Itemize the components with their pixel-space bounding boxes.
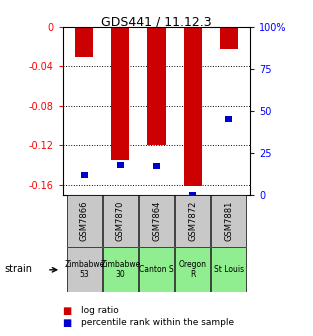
Bar xyxy=(67,195,102,247)
Bar xyxy=(153,163,160,169)
Text: GSM7870: GSM7870 xyxy=(116,201,125,241)
Text: GSM7881: GSM7881 xyxy=(224,201,233,241)
Bar xyxy=(139,195,174,247)
Text: GDS441 / 11.12.3: GDS441 / 11.12.3 xyxy=(101,15,212,28)
Bar xyxy=(103,247,138,292)
Text: Zimbabwe
30: Zimbabwe 30 xyxy=(100,260,141,279)
Text: GSM7872: GSM7872 xyxy=(188,201,197,241)
Text: log ratio: log ratio xyxy=(81,306,119,315)
Text: Canton S: Canton S xyxy=(139,265,174,274)
Bar xyxy=(211,195,246,247)
Text: Oregon
R: Oregon R xyxy=(179,260,207,279)
Bar xyxy=(184,27,202,186)
Text: Zimbabwe
53: Zimbabwe 53 xyxy=(64,260,105,279)
Bar xyxy=(211,247,246,292)
Text: St Louis: St Louis xyxy=(214,265,244,274)
Bar xyxy=(81,172,88,178)
Bar xyxy=(111,27,129,160)
Bar xyxy=(67,247,102,292)
Text: ■: ■ xyxy=(63,306,72,316)
Bar xyxy=(225,116,232,122)
Bar xyxy=(147,27,166,145)
Text: strain: strain xyxy=(5,264,33,274)
Bar xyxy=(175,247,210,292)
Bar xyxy=(189,192,196,198)
Bar xyxy=(75,27,93,56)
Bar xyxy=(117,162,124,168)
Bar xyxy=(103,195,138,247)
Text: GSM7866: GSM7866 xyxy=(80,201,89,241)
Bar xyxy=(175,195,210,247)
Text: percentile rank within the sample: percentile rank within the sample xyxy=(81,318,234,327)
Bar xyxy=(139,247,174,292)
Text: ■: ■ xyxy=(63,318,72,328)
Bar xyxy=(220,27,238,49)
Text: GSM7864: GSM7864 xyxy=(152,201,161,241)
